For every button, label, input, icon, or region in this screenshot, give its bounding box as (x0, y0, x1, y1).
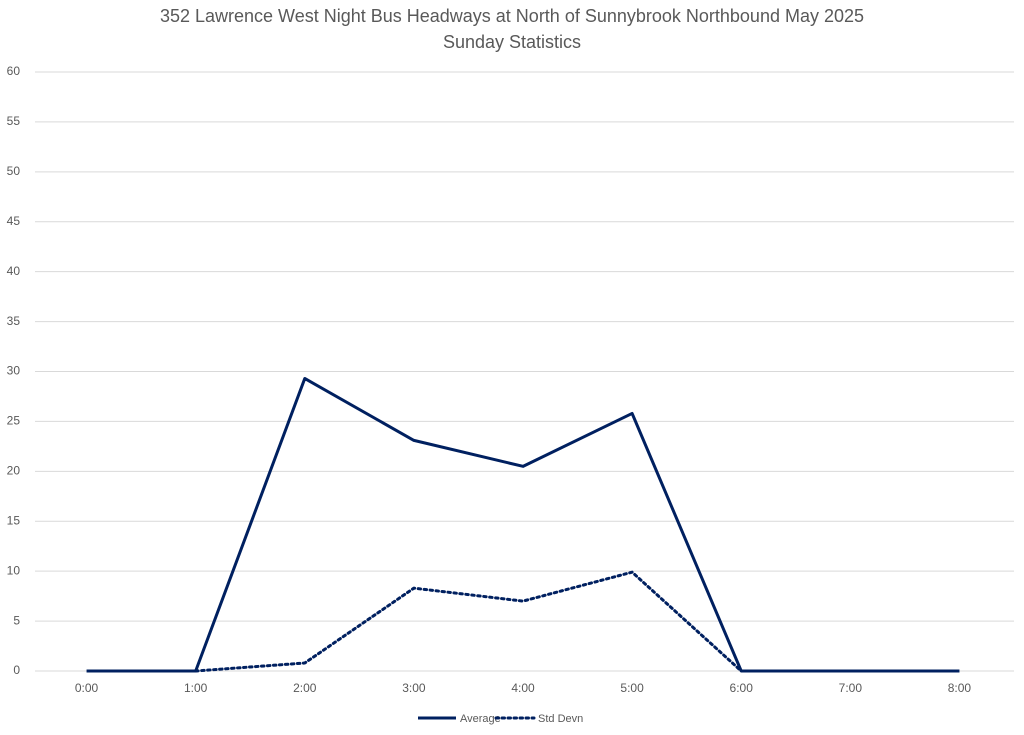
x-tick-label: 2:00 (293, 681, 317, 695)
x-tick-label: 4:00 (511, 681, 535, 695)
y-tick-label: 15 (7, 513, 21, 527)
x-tick-label: 7:00 (839, 681, 863, 695)
y-tick-label: 55 (7, 114, 21, 128)
y-tick-label: 45 (7, 214, 21, 228)
chart-title: 352 Lawrence West Night Bus Headways at … (160, 6, 864, 26)
y-tick-label: 50 (7, 164, 21, 178)
y-tick-label: 40 (7, 264, 21, 278)
legend-label: Std Devn (538, 713, 583, 725)
x-tick-label: 3:00 (402, 681, 426, 695)
y-tick-label: 25 (7, 414, 21, 428)
x-tick-label: 6:00 (730, 681, 754, 695)
y-tick-label: 35 (7, 314, 21, 328)
x-tick-label: 5:00 (620, 681, 644, 695)
y-tick-label: 60 (7, 64, 21, 78)
x-tick-label: 0:00 (75, 681, 99, 695)
legend-label: Average (460, 713, 501, 725)
y-tick-label: 5 (13, 613, 20, 627)
x-tick-label: 8:00 (948, 681, 972, 695)
y-tick-label: 20 (7, 464, 21, 478)
y-tick-label: 30 (7, 364, 21, 378)
series-line (194, 570, 743, 673)
x-tick-label: 1:00 (184, 681, 208, 695)
y-tick-label: 0 (13, 663, 20, 677)
y-tick-label: 10 (7, 563, 21, 577)
chart-subtitle: Sunday Statistics (443, 32, 581, 52)
series-line (86, 376, 960, 673)
